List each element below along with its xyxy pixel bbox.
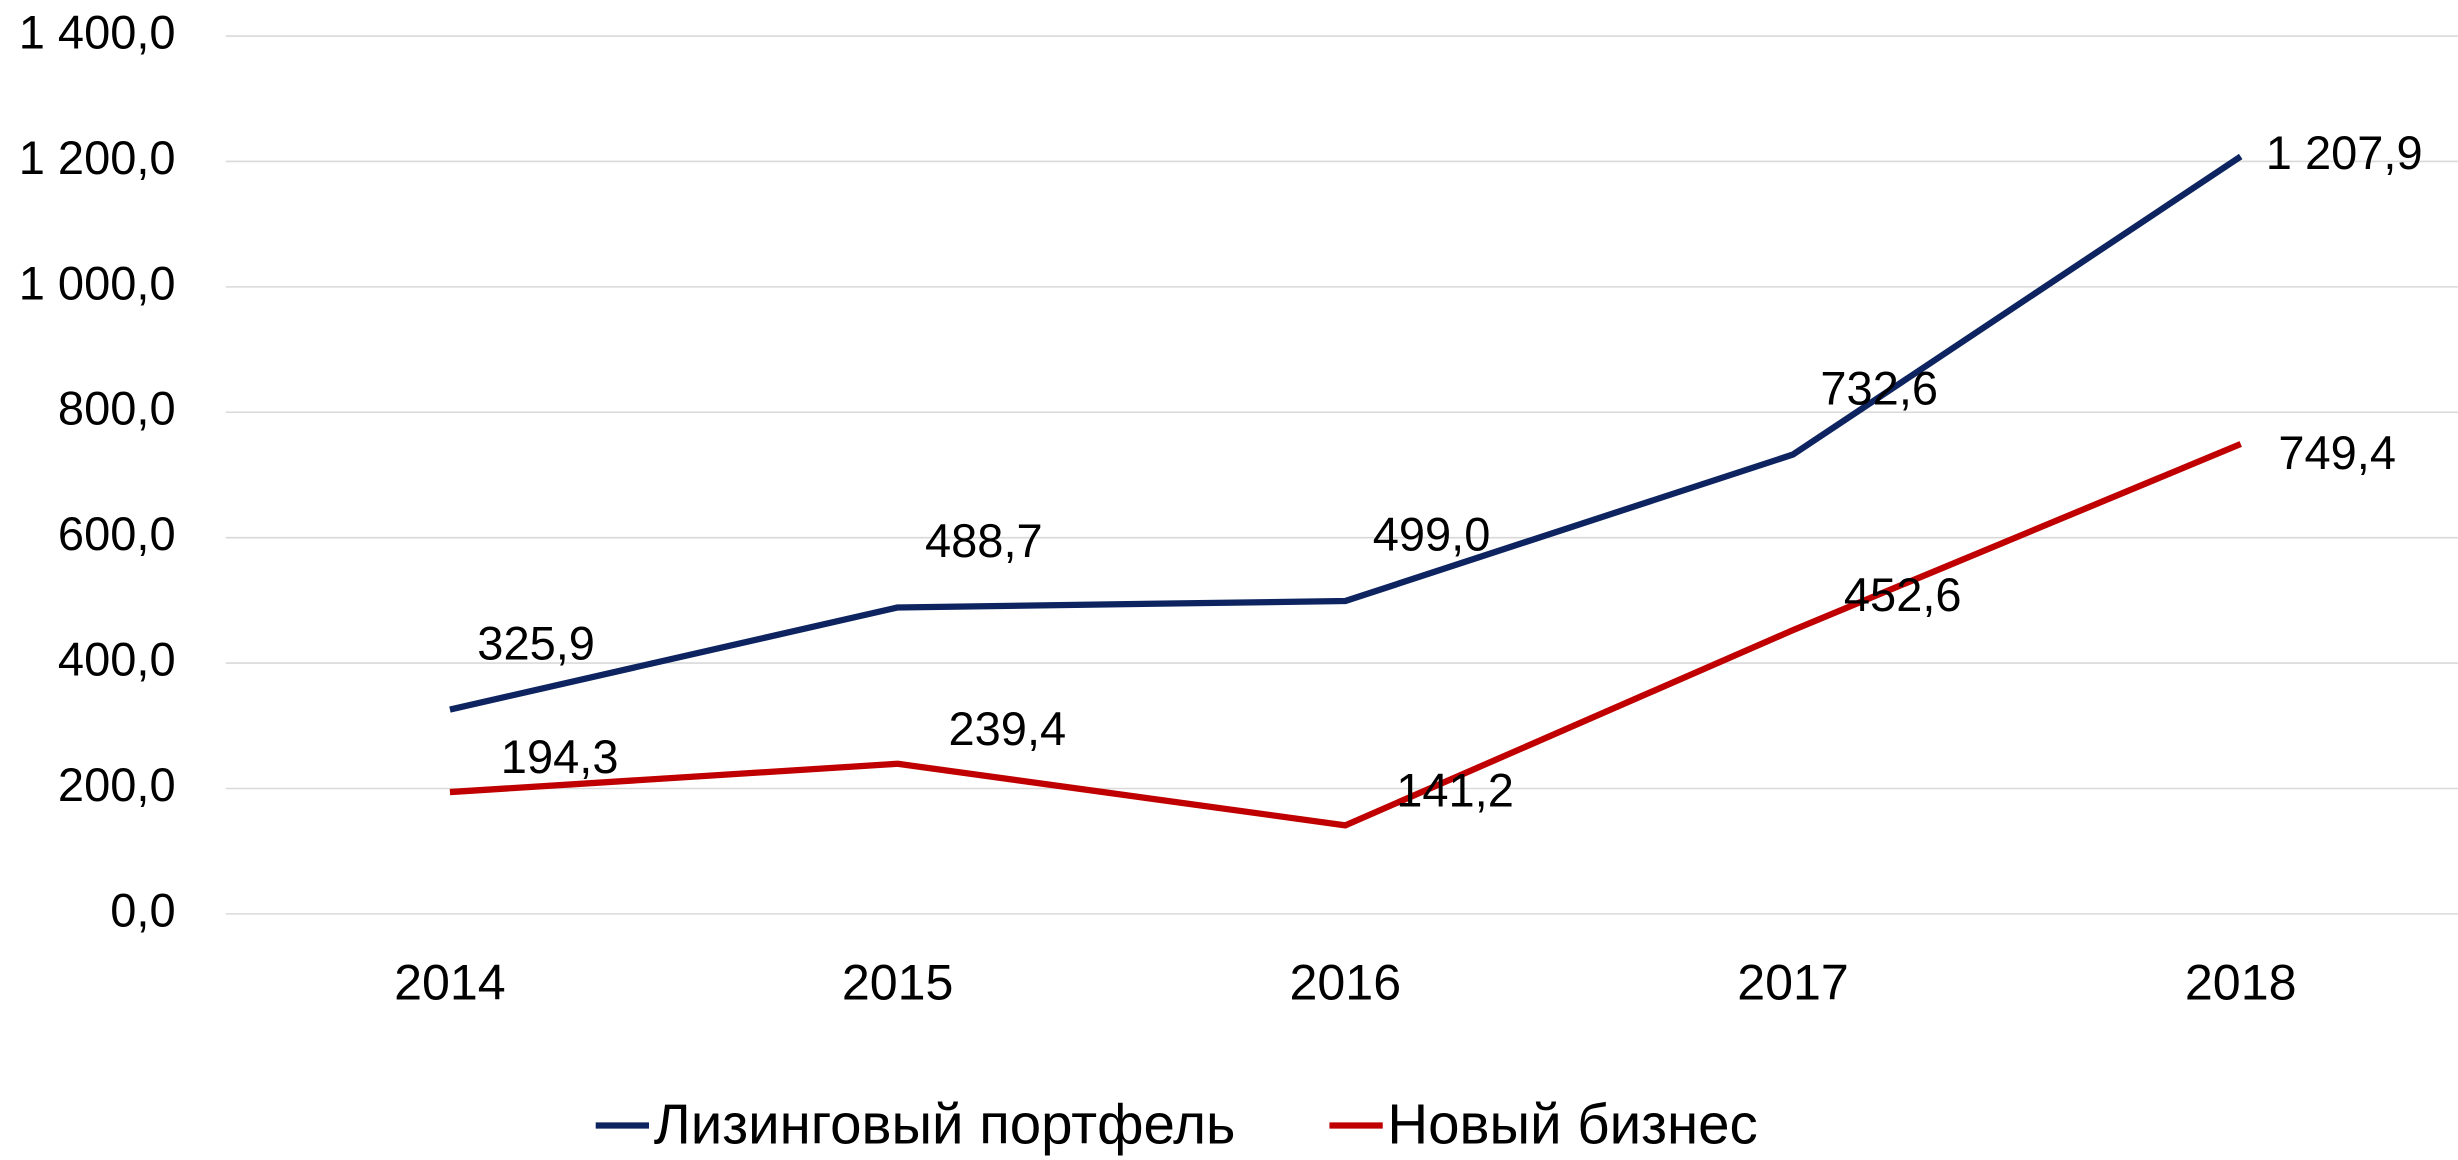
- data-label: 749,4: [2278, 426, 2396, 479]
- y-tick-label: 200,0: [58, 758, 176, 811]
- x-tick-label: 2014: [394, 954, 506, 1010]
- y-tick-label: 1 000,0: [19, 256, 176, 309]
- y-tick-label: 0,0: [110, 883, 175, 936]
- data-label: 732,6: [1820, 361, 1938, 414]
- data-label: 239,4: [949, 702, 1067, 755]
- data-label: 452,6: [1844, 568, 1962, 621]
- x-tick-label: 2017: [1737, 954, 1849, 1010]
- data-label: 488,7: [925, 514, 1043, 567]
- y-tick-label: 800,0: [58, 382, 176, 435]
- series-line: [449, 153, 2243, 713]
- x-tick-label: 2018: [2185, 954, 2297, 1010]
- legend-label: Новый бизнес: [1387, 1093, 1757, 1156]
- data-label: 499,0: [1373, 508, 1491, 561]
- y-tick-label: 1 200,0: [19, 131, 176, 184]
- data-label: 141,2: [1396, 763, 1514, 816]
- x-tick-label: 2016: [1290, 954, 1402, 1010]
- series-line: [449, 441, 2242, 829]
- legend-label: Лизинговый портфель: [654, 1093, 1236, 1156]
- data-label: 194,3: [501, 730, 619, 783]
- x-tick-label: 2015: [842, 954, 954, 1010]
- y-tick-label: 600,0: [58, 507, 176, 560]
- data-label: 325,9: [477, 616, 595, 669]
- y-tick-label: 1 400,0: [19, 5, 176, 58]
- data-label: 1 207,9: [2266, 126, 2423, 179]
- y-tick-label: 400,0: [58, 633, 176, 686]
